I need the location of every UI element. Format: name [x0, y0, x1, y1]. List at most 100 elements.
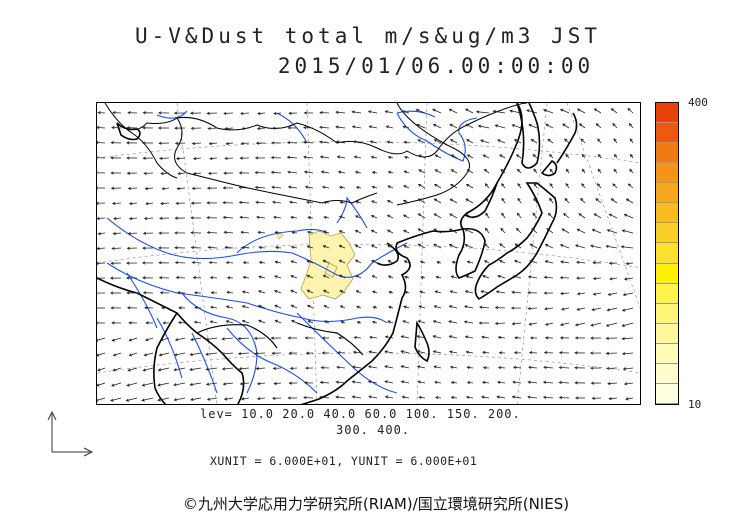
wind-vector-head [449, 123, 453, 127]
wind-vector-head [368, 365, 372, 369]
wind-vector-head [370, 244, 375, 248]
wind-vector-head [592, 261, 596, 265]
wind-vector-head [322, 230, 327, 234]
wind-vector-head [306, 304, 311, 308]
wind-vector-head [126, 246, 130, 250]
wind-vector [433, 243, 442, 249]
wind-vector [126, 382, 138, 386]
wind-vector [481, 336, 490, 339]
wind-vector [478, 125, 490, 129]
wind-vector-head [527, 380, 531, 384]
wind-vector [355, 259, 362, 264]
wind-vector-head [194, 306, 198, 310]
wind-vector [623, 292, 634, 296]
wind-vector-head [481, 380, 486, 385]
wind-vector-head [338, 259, 343, 263]
wind-vector-head [143, 353, 148, 357]
wind-vector-head [448, 335, 453, 339]
wind-vector-head [159, 156, 163, 160]
wind-vector [449, 123, 458, 129]
wind-vector-head [271, 141, 275, 145]
wind-vector-head [158, 246, 162, 250]
wind-vector [611, 108, 618, 114]
wind-vector-head [126, 141, 130, 145]
wind-vector [339, 274, 346, 279]
wind-vector-head [592, 276, 597, 281]
wind-vector-head [303, 155, 307, 159]
wind-vector-head [450, 169, 454, 173]
wind-vector-head [432, 123, 437, 127]
wind-vector-head [404, 290, 408, 294]
wind-vector-head [109, 291, 114, 295]
wind-vector-head [387, 320, 391, 324]
wind-vector [385, 396, 394, 399]
wind-vector [482, 381, 490, 384]
wind-vector-head [175, 156, 180, 161]
wind-vector [238, 337, 250, 340]
wind-vector [291, 260, 298, 264]
wind-vector-head [367, 110, 372, 114]
wind-vector [596, 123, 602, 129]
wind-vector [482, 275, 490, 279]
wind-vector-head [612, 183, 616, 187]
wind-vector [224, 397, 234, 400]
wind-vector [449, 213, 458, 219]
wind-vector [257, 112, 266, 115]
wind-vector-head [531, 228, 535, 232]
wind-vector [483, 154, 490, 159]
wind-vector-head [97, 140, 99, 145]
wind-vector [529, 322, 538, 325]
wind-vector-head [484, 243, 488, 247]
wind-vector [612, 183, 618, 189]
wind-vector-head [206, 111, 210, 115]
wind-vector-head [597, 168, 601, 172]
wind-vector-head [590, 323, 594, 327]
wind-vector [258, 276, 266, 279]
wind-vector-head [512, 365, 517, 370]
wind-vector-head [433, 198, 438, 202]
wind-vector [259, 261, 266, 264]
wind-vector-head [290, 289, 294, 293]
wind-vector-head [370, 229, 375, 233]
wind-vector-head [547, 212, 552, 217]
wind-vector-head [128, 353, 133, 357]
wind-vector-head [97, 201, 99, 205]
wind-vector-head [565, 183, 569, 187]
wind-vector-head [111, 126, 115, 130]
wind-vector-head [206, 186, 211, 190]
wind-vector-head [304, 185, 309, 189]
wind-vector-head [192, 156, 197, 161]
wind-vector-head [336, 365, 340, 369]
wind-vector-head [590, 366, 594, 370]
wind-vector-head [209, 320, 213, 324]
wind-vector-head [595, 123, 599, 127]
wind-vector-head [621, 308, 626, 312]
wind-vector [290, 216, 298, 219]
wind-vector [258, 290, 266, 294]
wind-vector-head [387, 244, 391, 248]
wind-vector-head [335, 140, 340, 144]
wind-vector-head [355, 186, 360, 190]
wind-vector [337, 352, 346, 354]
colorbar-min-label: 10 [688, 398, 702, 411]
wind-vector-head [517, 182, 521, 187]
wind-vector-head [400, 350, 404, 354]
wind-vector [418, 243, 426, 249]
wind-vector [371, 156, 378, 159]
wind-vector-head [225, 320, 229, 324]
wind-vector-head [273, 381, 277, 386]
wind-vector-head [558, 380, 562, 385]
wind-vector [158, 397, 170, 401]
wind-vector-head [222, 215, 226, 220]
wind-vector-head [494, 306, 499, 310]
wind-vector-head [97, 368, 101, 372]
wind-vector [590, 245, 602, 249]
colorbar-segment [656, 103, 678, 124]
wind-vector [543, 109, 554, 114]
wind-vector [627, 108, 634, 114]
wind-vector [336, 396, 346, 399]
wind-vector [498, 367, 506, 369]
wind-vector-head [240, 230, 244, 234]
wind-vector [433, 228, 442, 234]
wind-vector [339, 259, 346, 264]
